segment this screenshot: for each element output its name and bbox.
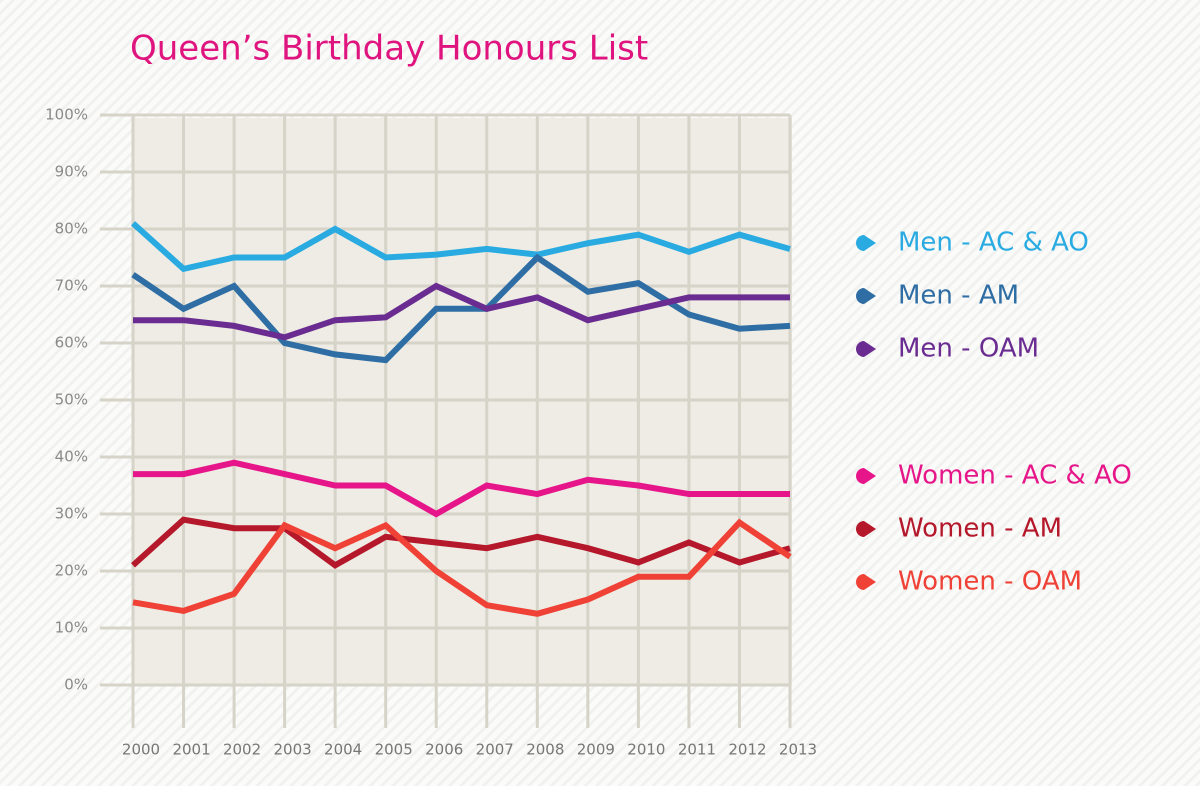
x-tick-label: 2004 xyxy=(324,741,362,759)
y-tick-label: 100% xyxy=(45,106,88,124)
series-line xyxy=(131,253,791,364)
series-line xyxy=(133,282,790,341)
series-line xyxy=(133,459,790,518)
x-tick-label: 2008 xyxy=(526,741,564,759)
y-tick-label: 30% xyxy=(55,505,88,523)
chart-title: Queen’s Birthday Honours List xyxy=(130,29,648,69)
x-tick-label: 2011 xyxy=(678,741,716,759)
x-tick-label: 2009 xyxy=(577,741,615,759)
x-tick-label: 2010 xyxy=(627,741,665,759)
series-line xyxy=(132,518,792,617)
legend-label: Men - AC & AO xyxy=(898,228,1089,258)
legend-label: Men - OAM xyxy=(898,334,1039,364)
legend-marker xyxy=(856,574,876,590)
series-line xyxy=(130,516,791,569)
y-tick-label: 70% xyxy=(55,277,88,295)
x-tick-label: 2007 xyxy=(476,741,514,759)
x-tick-label: 2013 xyxy=(779,741,817,759)
x-tick-label: 2005 xyxy=(375,741,413,759)
y-tick-label: 20% xyxy=(55,562,88,580)
y-tick-label: 80% xyxy=(55,220,88,238)
y-tick-label: 40% xyxy=(55,448,88,466)
legend-label: Men - AM xyxy=(898,281,1019,311)
x-tick-label: 2003 xyxy=(274,741,312,759)
legend-label: Women - OAM xyxy=(898,567,1082,597)
series-line xyxy=(130,221,791,273)
y-tick-label: 90% xyxy=(55,163,88,181)
legend-label: Women - AM xyxy=(898,514,1062,544)
legend-label: Women - AC & AO xyxy=(898,461,1132,491)
y-tick-label: 0% xyxy=(64,676,88,694)
y-tick-label: 10% xyxy=(55,619,88,637)
legend-marker xyxy=(856,235,876,251)
x-tick-label: 2006 xyxy=(425,741,463,759)
x-tick-label: 2001 xyxy=(172,741,210,759)
x-tick-label: 2002 xyxy=(223,741,261,759)
x-tick-label: 2000 xyxy=(122,741,160,759)
legend-marker xyxy=(856,288,876,304)
legend-marker xyxy=(856,468,876,484)
x-tick-label: 2012 xyxy=(728,741,766,759)
y-tick-label: 50% xyxy=(55,391,88,409)
legend-marker xyxy=(856,341,876,357)
y-tick-label: 60% xyxy=(55,334,88,352)
legend-marker xyxy=(856,521,876,537)
